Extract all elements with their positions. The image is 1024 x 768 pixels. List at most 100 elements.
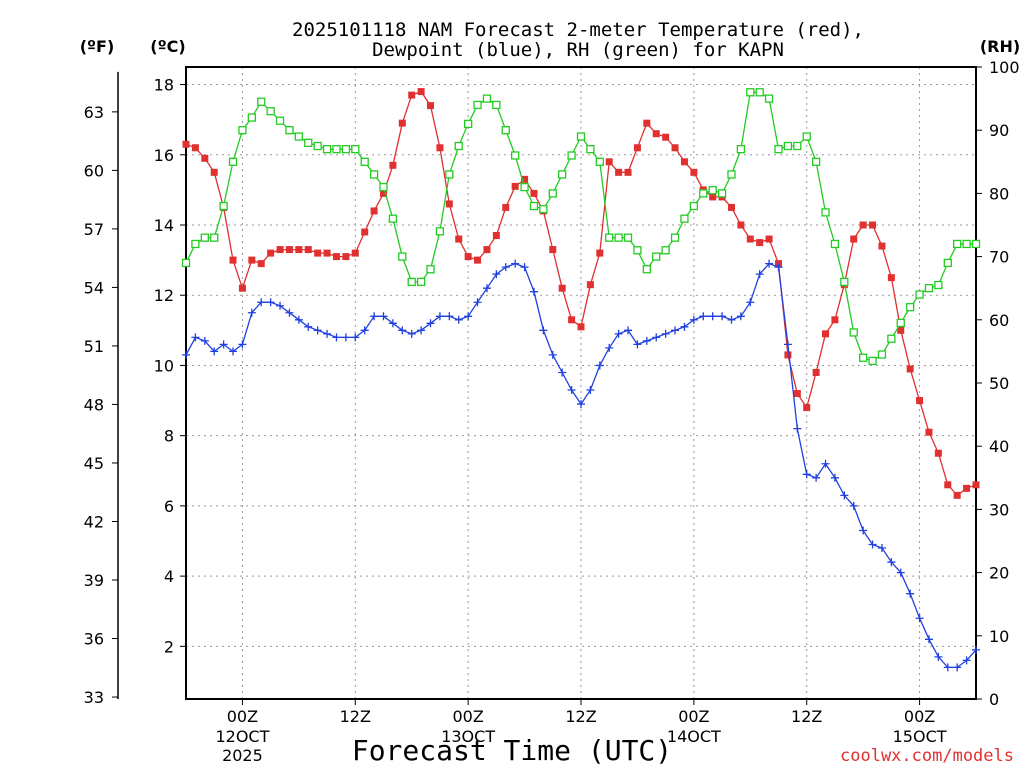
celsius-tick-label: 14 bbox=[154, 216, 174, 235]
rh-point bbox=[830, 239, 840, 249]
dewpoint-point bbox=[877, 544, 886, 553]
rh-tick-label: 60 bbox=[989, 311, 1009, 330]
dewpoint-point bbox=[294, 315, 303, 324]
temperature-point bbox=[502, 203, 510, 211]
rh-point bbox=[567, 151, 576, 160]
rh-tick-label: 90 bbox=[989, 121, 1009, 140]
rh-point bbox=[482, 94, 492, 103]
temperature-point bbox=[276, 246, 284, 254]
rh-tick-label: 50 bbox=[989, 374, 1009, 393]
fahrenheit-tick-label: 42 bbox=[84, 512, 104, 531]
temperature-point bbox=[793, 390, 801, 398]
rh-tick-label: 100 bbox=[989, 58, 1020, 77]
dewpoint-point bbox=[859, 526, 868, 535]
temperature-point bbox=[332, 253, 340, 261]
temperature-point bbox=[652, 130, 660, 138]
dewpoint-point bbox=[727, 315, 736, 324]
temperature-point bbox=[643, 119, 651, 127]
celsius-tick-label: 4 bbox=[164, 567, 174, 586]
temperature-point bbox=[727, 203, 735, 211]
rh-point bbox=[774, 145, 783, 154]
x-date-label: 15OCT bbox=[893, 727, 947, 746]
dewpoint-point bbox=[642, 336, 651, 345]
dewpoint-point bbox=[699, 312, 708, 321]
rh-unit-label: (RH) bbox=[980, 37, 1020, 56]
dewpoint-point bbox=[511, 259, 520, 268]
rh-point bbox=[877, 350, 887, 359]
series-dewpoint bbox=[182, 259, 980, 672]
dewpoint-point bbox=[821, 459, 830, 468]
dewpoint-point bbox=[586, 386, 595, 395]
fahrenheit-tick-label: 63 bbox=[84, 103, 104, 122]
dewpoint-point bbox=[680, 322, 689, 331]
rh-point bbox=[332, 145, 341, 154]
rh-point bbox=[736, 145, 746, 154]
temperature-point bbox=[624, 168, 632, 176]
temperature-point bbox=[191, 144, 199, 152]
rh-point bbox=[623, 233, 633, 242]
rh-point bbox=[275, 116, 285, 125]
dewpoint-point bbox=[210, 347, 219, 356]
x-date-label: 13OCT bbox=[441, 727, 495, 746]
celsius-unit-label: (ºC) bbox=[150, 37, 185, 56]
dewpoint-point bbox=[520, 263, 529, 272]
temperature-point bbox=[887, 274, 895, 282]
rh-point bbox=[501, 126, 510, 135]
rh-point bbox=[511, 151, 520, 160]
temperature-point bbox=[869, 221, 877, 229]
rh-point bbox=[858, 353, 868, 362]
dewpoint-point bbox=[379, 312, 388, 321]
celsius-tick-label: 18 bbox=[154, 76, 174, 95]
dewpoint-point bbox=[548, 350, 557, 359]
fahrenheit-tick-label: 57 bbox=[84, 220, 104, 239]
dewpoint-point bbox=[388, 319, 397, 328]
temperature-point bbox=[417, 88, 425, 96]
dewpoint-point bbox=[736, 312, 745, 321]
dewpoint-point bbox=[577, 400, 585, 409]
dewpoint-point bbox=[360, 326, 369, 335]
rh-point bbox=[313, 141, 322, 151]
rh-point bbox=[614, 233, 623, 242]
rh-point bbox=[764, 94, 774, 103]
rh-point bbox=[811, 157, 821, 166]
temperature-point bbox=[558, 284, 566, 292]
temperature-point bbox=[455, 235, 463, 243]
temperature-point bbox=[586, 281, 594, 289]
rh-point bbox=[576, 132, 586, 141]
rh-point bbox=[652, 252, 661, 261]
dewpoint-point bbox=[689, 315, 698, 324]
rh-point bbox=[746, 88, 755, 97]
rh-point bbox=[473, 100, 482, 110]
rh-point bbox=[219, 201, 228, 211]
x-tick-label: 12Z bbox=[565, 707, 596, 726]
temperature-point bbox=[248, 256, 256, 264]
rh-tick-label: 0 bbox=[989, 690, 999, 709]
temperature-point bbox=[709, 193, 717, 201]
temperature-point bbox=[361, 228, 369, 236]
rh-point bbox=[416, 277, 426, 287]
rh-point bbox=[285, 126, 294, 135]
temperature-point bbox=[285, 246, 293, 254]
rh-point bbox=[783, 141, 793, 151]
dewpoint-point bbox=[868, 540, 877, 549]
dewpoint-point bbox=[633, 340, 642, 349]
fahrenheit-tick-label: 33 bbox=[84, 688, 104, 707]
dewpoint-point bbox=[755, 270, 764, 279]
rh-point bbox=[266, 107, 275, 116]
temperature-point bbox=[483, 246, 491, 254]
temperature-point bbox=[925, 428, 933, 436]
rh-point bbox=[689, 201, 699, 211]
temperature-point bbox=[380, 189, 387, 197]
rh-point bbox=[661, 246, 670, 255]
temperature-point bbox=[746, 235, 754, 243]
temperature-point bbox=[323, 249, 331, 257]
rh-point bbox=[887, 334, 896, 343]
dewpoint-point bbox=[661, 329, 670, 338]
dewpoint-point bbox=[229, 347, 238, 356]
rh-point bbox=[228, 157, 238, 166]
dewpoint-point bbox=[558, 368, 567, 377]
dewpoint-point bbox=[492, 270, 501, 279]
dewpoint-point bbox=[906, 589, 915, 598]
temperature-point bbox=[906, 365, 914, 373]
dewpoint-point bbox=[341, 333, 350, 342]
